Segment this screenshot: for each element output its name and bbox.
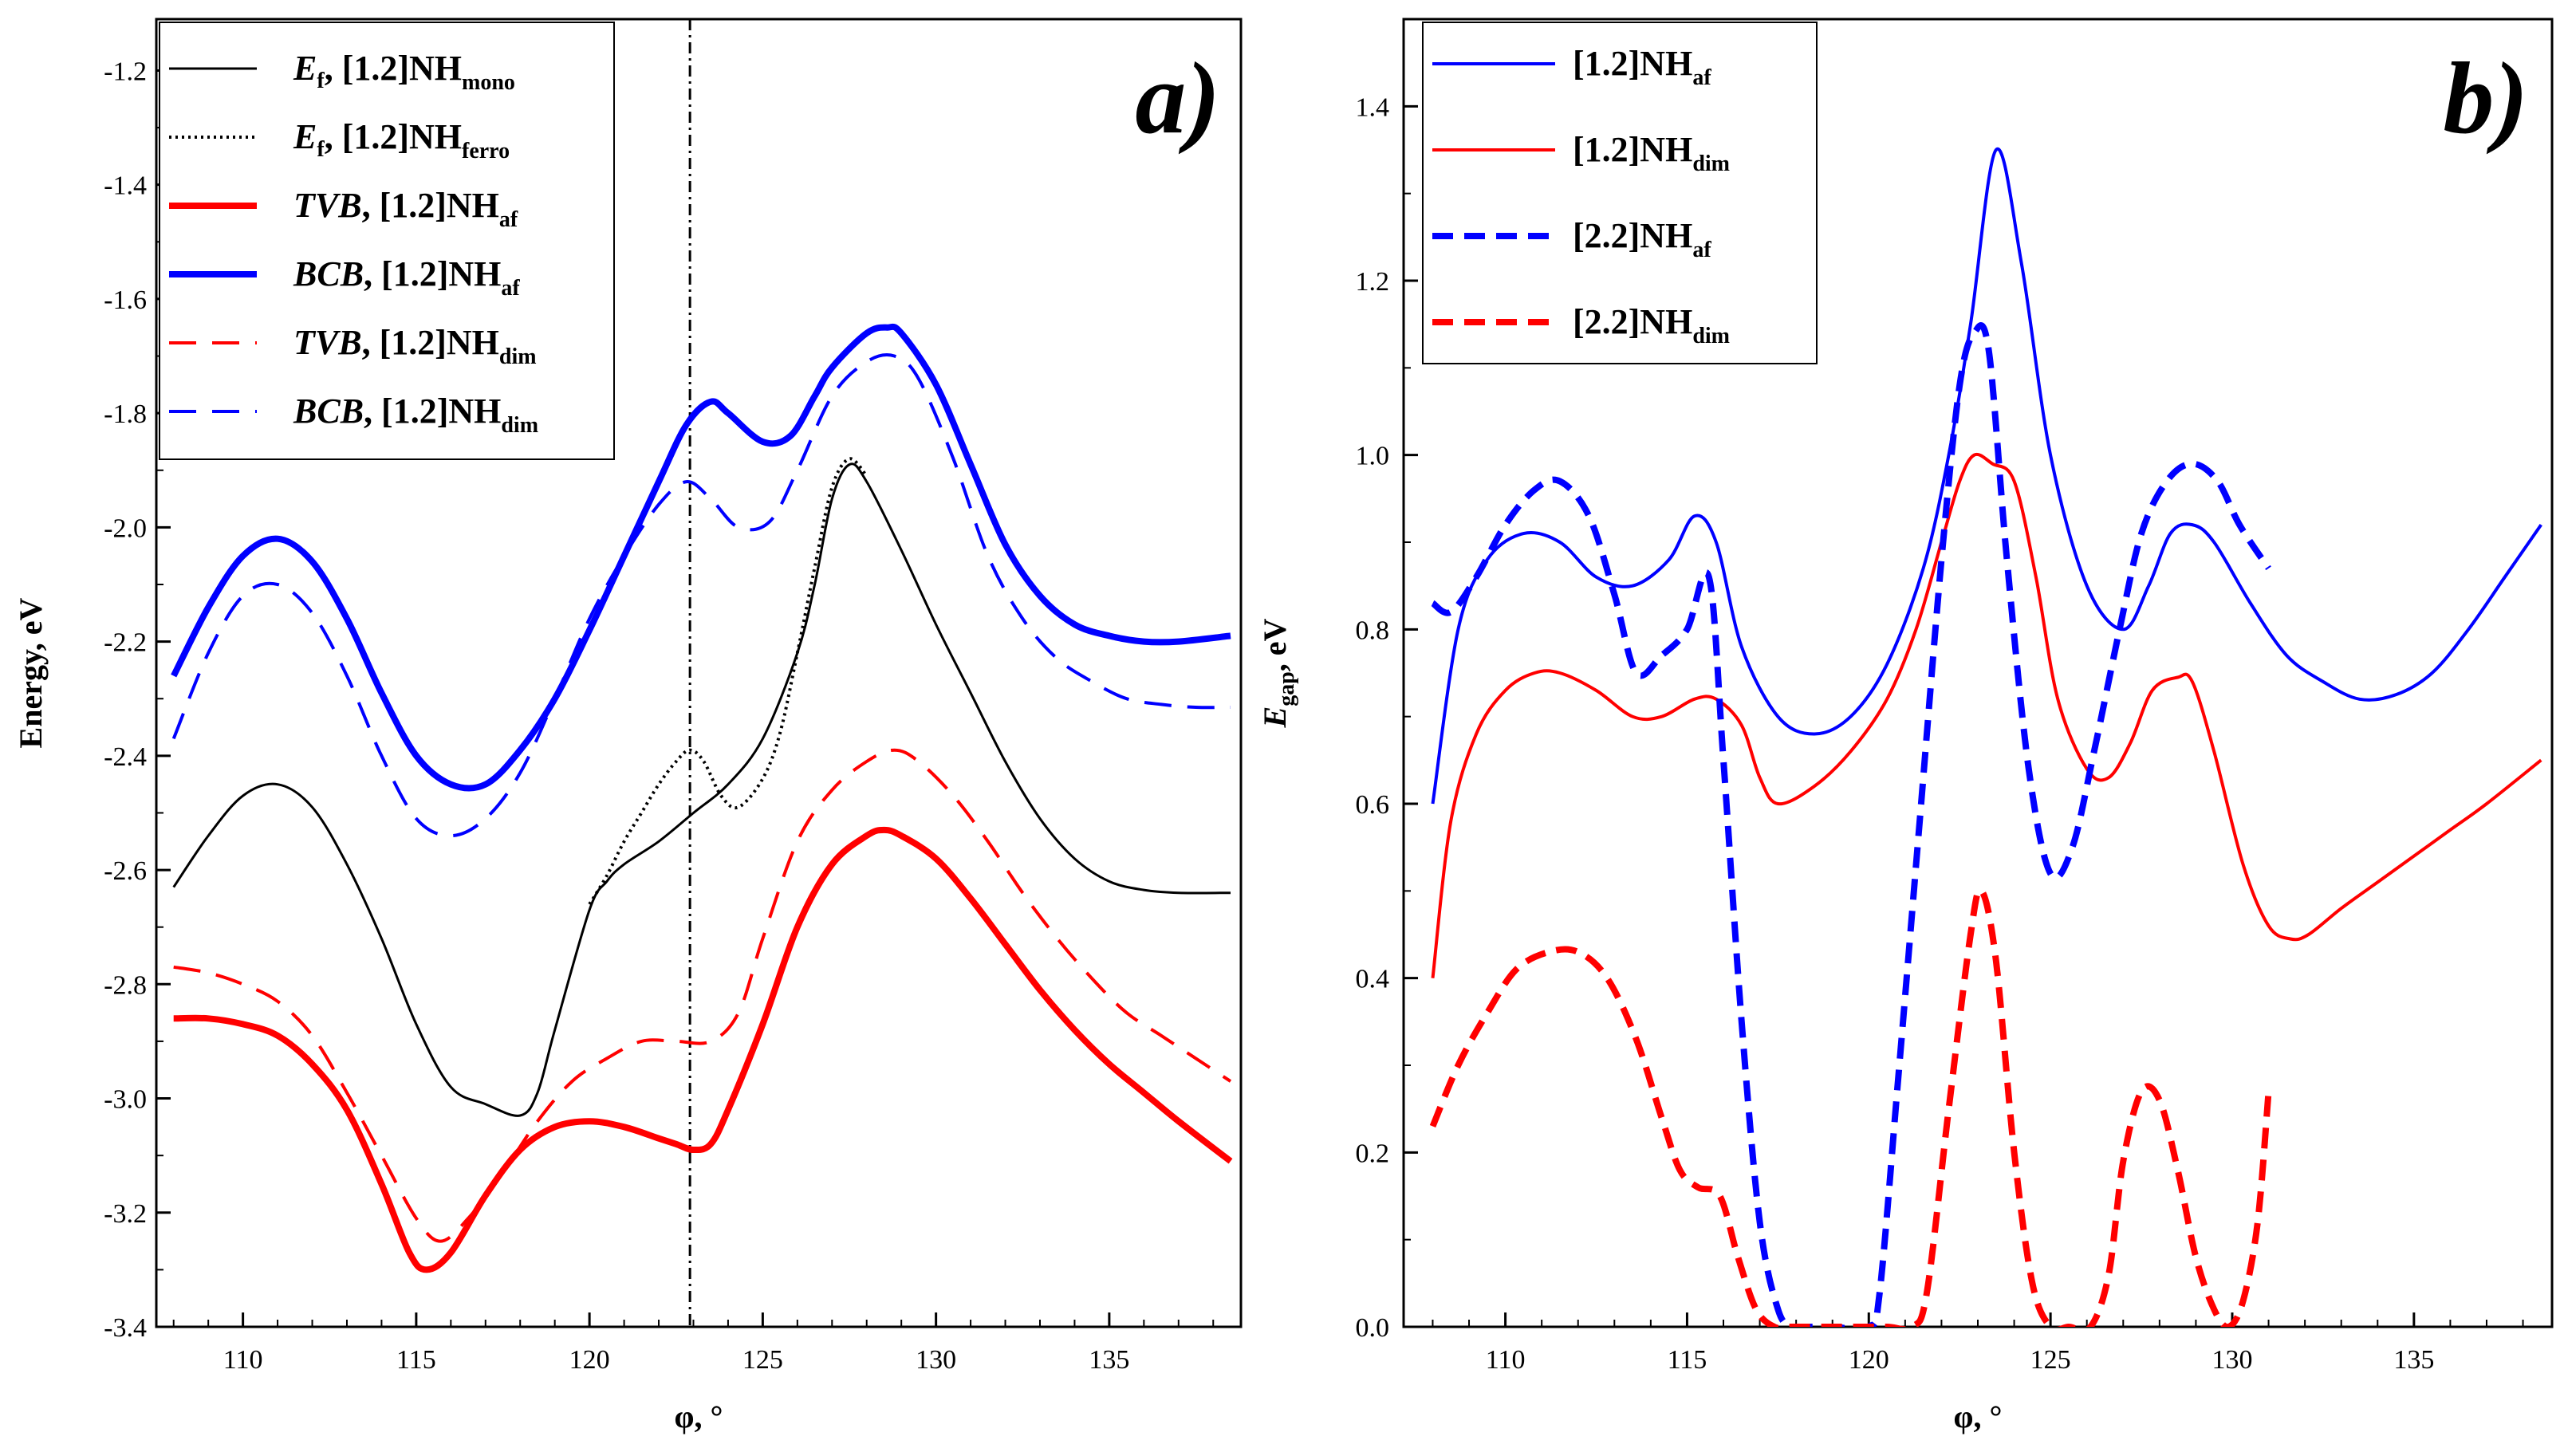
y-tick-label-a: -1.8: [104, 399, 147, 429]
y-tick-label-a: -3.2: [104, 1199, 147, 1229]
y-tick-label-a: -2.8: [104, 970, 147, 1000]
x-tick-label-a: 135: [1089, 1345, 1129, 1375]
plot-frame-a: [155, 18, 1243, 1328]
series-line-b-1: [1431, 452, 2542, 978]
x-tick-label-b: 115: [1668, 1345, 1707, 1375]
x-tick-label-b: 110: [1486, 1345, 1526, 1375]
legend-label-a-5: BCB, [1.2]NHdim: [293, 392, 538, 438]
panel-label-b: b): [2443, 41, 2528, 155]
x-axis-title-b: φ, °: [1954, 1399, 2003, 1434]
x-tick-label-b: 125: [2030, 1345, 2071, 1375]
series-line-a-2: [173, 826, 1233, 1273]
x-tick-label-b: 135: [2393, 1345, 2434, 1375]
y-tick-label-a: -2.6: [104, 856, 147, 886]
y-tick-label-a: -1.6: [104, 285, 147, 315]
series-line-a-3: [171, 323, 1231, 792]
y-tick-label-a: -2.2: [104, 628, 147, 658]
panel-a: 110 115 120 125 130 135 -3.4 -3.2 -3.0 -2.8 -2.6 -2…: [13, 18, 1243, 1434]
legend-label-a-3: BCB, [1.2]NHaf: [293, 254, 520, 301]
series-line-a-4: [173, 748, 1232, 1243]
x-axis-title-a: φ, °: [675, 1399, 723, 1434]
y-tick-label-b: 0.2: [1356, 1139, 1390, 1168]
y-axis-title-a: Energy, eV: [13, 597, 49, 748]
legend-box-a: [159, 22, 615, 460]
legend-box-b: [1422, 22, 1818, 364]
legend-label-a-2: TVB, [1.2]NHaf: [293, 186, 518, 232]
y-tick-label-b: 1.4: [1356, 92, 1390, 122]
y-tick-label-b: 0.8: [1356, 616, 1390, 645]
x-tick-label-a: 115: [396, 1345, 436, 1375]
x-tick-label-a: 110: [223, 1345, 263, 1375]
legend-label-b-3: [2.2]NHdim: [1573, 302, 1730, 348]
x-tick-label-a: 125: [742, 1345, 783, 1375]
legend-label-a-1: Ef, [1.2]NHferro: [293, 117, 510, 163]
panel-label-a: a): [1135, 41, 1220, 155]
y-tick-label-b: 1.2: [1356, 267, 1390, 297]
x-tick-label-b: 130: [2211, 1345, 2252, 1375]
y-tick-label-a: -2.4: [104, 742, 147, 772]
series-line-a-5: [171, 352, 1231, 838]
legend-label-a-0: Ef, [1.2]NHmono: [293, 49, 515, 95]
legend-label-a-4: TVB, [1.2]NHdim: [293, 323, 537, 369]
y-tick-label-a: -1.4: [104, 171, 147, 201]
y-tick-label-b: 0.0: [1356, 1313, 1390, 1343]
y-tick-label-b: 0.6: [1356, 790, 1390, 820]
legend-a: Ef, [1.2]NHmono Ef, [1.2]NHferro TVB, [1.2…: [159, 22, 615, 460]
y-tick-label-b: 1.0: [1356, 442, 1390, 471]
legend-label-b-1: [1.2]NHdim: [1573, 130, 1730, 176]
series-line-a-0: [172, 462, 1231, 1117]
y-tick-label-a: -3.0: [104, 1085, 147, 1115]
series-group-a: [171, 323, 1233, 1273]
legend-b: [1.2]NHaf [1.2]NHdim [2.2]NHaf [2.2]NHdim: [1422, 22, 1818, 364]
series-group-b: [1429, 147, 2542, 1327]
y-tick-label-b: 0.4: [1356, 965, 1390, 994]
y-tick-label-a: -2.0: [104, 514, 147, 543]
y-tick-label-a: -1.2: [104, 57, 147, 86]
x-tick-label-b: 120: [1849, 1345, 1889, 1375]
legend-label-b-0: [1.2]NHaf: [1573, 44, 1711, 90]
legend-label-b-2: [2.2]NHaf: [1573, 216, 1711, 262]
series-line-b-3: [1429, 887, 2272, 1327]
x-tick-label-a: 120: [569, 1345, 610, 1375]
y-tick-label-a: -3.4: [104, 1313, 147, 1343]
y-axis-title-b: Egap, eV: [1257, 618, 1299, 728]
x-tick-label-a: 130: [916, 1345, 956, 1375]
series-line-b-0: [1431, 147, 2542, 805]
panel-b: 110 115 120 125 130 135 0.0 0.2 0.4 0.6 0.8 1.0 1.2 1…: [1257, 18, 2554, 1434]
series-line-b-2: [1431, 322, 2271, 1327]
